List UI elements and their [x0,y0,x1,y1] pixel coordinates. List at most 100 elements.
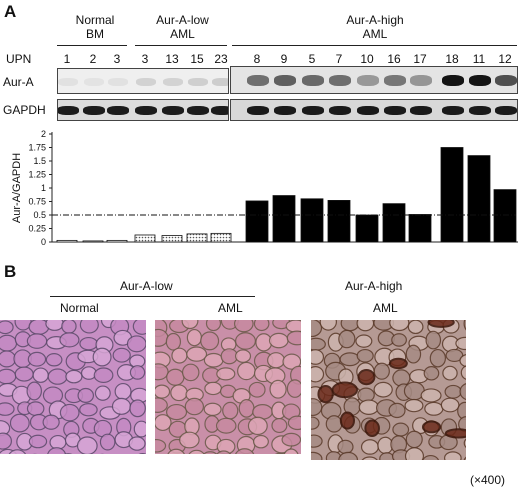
cell [155,363,169,381]
cell [165,332,182,351]
cell [234,349,252,363]
row-label-gapdh: GAPDH [3,103,46,117]
group-aur-a-high-aml: Aur-A-high AML [230,13,520,41]
cell [59,403,80,422]
aur-a-band-0 [58,78,78,86]
cell [155,384,171,399]
cell [424,401,444,416]
bar-1 [82,240,104,243]
cell [114,382,132,400]
panel-b-aml-high-label: AML [373,301,398,315]
cell [0,320,14,335]
cell [170,384,188,402]
y-tick-label-1: 0.25 [28,224,46,234]
cell [93,367,114,384]
gapdh-band-11 [357,106,379,115]
cell [281,432,301,447]
stained-cell [421,420,442,434]
cell [444,451,462,460]
cell [222,401,239,420]
cell [27,351,47,367]
cell [340,320,360,332]
cell [404,447,425,460]
cell [338,329,356,349]
y-tick-label-4: 1 [41,183,46,193]
cell [111,397,132,415]
group-high-line2: AML [362,27,388,41]
row-label-aur-a: Aur-A [3,75,34,89]
y-tick-label-6: 1.5 [33,156,46,166]
y-tick-label-0: 0 [41,237,46,247]
cell [26,401,45,417]
cell [391,333,407,347]
cell [188,449,205,454]
cell [442,365,458,381]
aur-a-band-16 [495,75,517,86]
cell [126,335,146,353]
cell [28,434,48,449]
micrograph-aml-low [155,320,301,454]
cell [179,431,200,449]
y-tick-label-8: 2 [41,129,46,139]
cell [165,403,188,421]
cell [99,433,116,451]
bar-13 [408,214,432,243]
cell [171,347,188,364]
stained-cell [444,428,466,439]
cell [166,368,185,386]
blot-gapdh-right [230,99,518,121]
cell [235,332,256,350]
aur-a-band-4 [163,78,183,86]
bar-10 [327,200,351,243]
cell [155,414,172,432]
cell [216,450,232,454]
upn-label-11: 10 [360,52,374,66]
cell [286,330,301,346]
aur-a-band-15 [469,75,491,86]
cell [79,336,99,351]
cell [285,320,301,333]
cell [132,320,146,335]
aur-a-band-2 [108,78,128,86]
cell [338,451,359,460]
cell [184,397,205,416]
bar-9 [300,198,324,243]
upn-label-14: 18 [445,52,459,66]
cell [92,347,112,367]
panel-b-low-rule [50,296,255,297]
cell [311,416,320,430]
cell [204,381,223,396]
cell [129,399,146,418]
cell [155,438,167,453]
cell [311,349,325,365]
stained-cell [331,381,359,399]
cell [215,417,237,434]
cell [423,365,440,381]
cell [45,353,63,367]
gapdh-band-0 [58,106,79,115]
upn-label-9: 5 [308,52,316,66]
bar-11 [355,214,379,243]
group-normal-rule [57,45,127,46]
cell [425,330,442,350]
upn-label-3: 3 [141,52,149,66]
cell [9,413,30,433]
cell [238,399,255,418]
upn-label-7: 8 [253,52,261,66]
cell [325,415,343,433]
cell [392,369,411,387]
gapdh-band-8 [274,106,296,115]
upn-label: UPN [6,52,32,66]
group-aur-a-low-aml: Aur-A-low AML [135,13,230,41]
blot-aur-a-left [57,68,229,94]
aur-a-band-6 [212,78,228,86]
cell [248,381,266,398]
upn-label-12: 16 [387,52,401,66]
cell [237,361,256,381]
cell [253,320,270,332]
cell [429,348,446,368]
aur-a-band-9 [302,75,324,86]
gapdh-band-3 [135,106,157,115]
cell [76,436,98,454]
gapdh-band-9 [302,106,324,115]
